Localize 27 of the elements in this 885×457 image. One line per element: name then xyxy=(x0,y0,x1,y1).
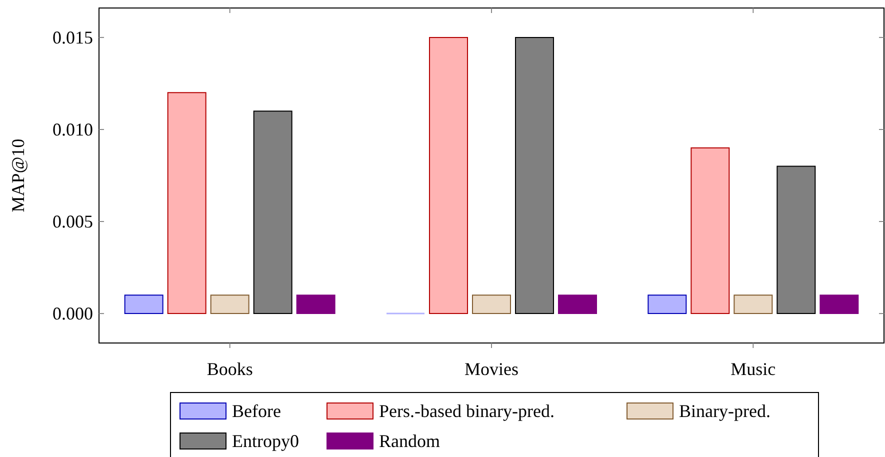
legend-label: Before xyxy=(232,401,281,421)
legend-label: Entropy0 xyxy=(232,431,299,451)
bar xyxy=(210,294,250,314)
x-tick-label: Music xyxy=(730,359,776,379)
y-tick-label: 0.000 xyxy=(52,304,93,324)
bar xyxy=(429,36,468,314)
y-tick-label: 0.015 xyxy=(52,27,93,48)
bar xyxy=(296,294,336,314)
bar xyxy=(515,36,554,314)
bar xyxy=(472,294,511,314)
bar xyxy=(124,294,164,314)
legend-label: Random xyxy=(379,431,440,451)
bar xyxy=(776,166,816,314)
y-tick-label: 0.010 xyxy=(52,119,93,140)
bar xyxy=(690,147,730,314)
y-tick-label: 0.005 xyxy=(52,212,93,232)
y-axis-title: MAP@10 xyxy=(8,138,28,212)
bar xyxy=(820,294,859,314)
bar xyxy=(558,294,597,314)
bar xyxy=(734,294,773,314)
bar xyxy=(253,110,292,314)
bar xyxy=(167,92,206,314)
x-tick-label: Books xyxy=(206,359,253,379)
bar xyxy=(648,294,687,314)
legend-label: Pers.-based binary-pred. xyxy=(379,401,554,421)
legend-label: Binary-pred. xyxy=(679,401,770,421)
x-tick-label: Movies xyxy=(464,359,518,379)
